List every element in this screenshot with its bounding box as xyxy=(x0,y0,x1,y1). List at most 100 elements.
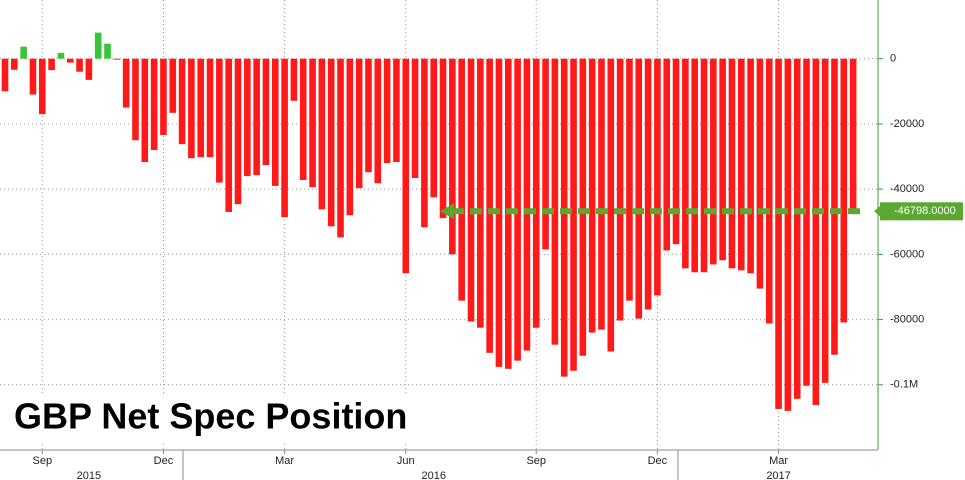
x-tick-label: Sep xyxy=(32,455,52,467)
bar xyxy=(821,58,829,383)
bar xyxy=(327,58,335,227)
bar xyxy=(1,58,9,92)
bar xyxy=(747,58,754,274)
bar xyxy=(262,58,270,166)
bar xyxy=(737,58,745,271)
bar xyxy=(691,58,698,273)
bar xyxy=(477,58,484,328)
bar xyxy=(551,58,559,345)
bar xyxy=(765,58,773,324)
bar xyxy=(150,58,158,151)
bar xyxy=(635,58,643,319)
bar xyxy=(132,58,139,141)
bar xyxy=(831,58,838,355)
year-label: 2016 xyxy=(421,470,445,480)
bar xyxy=(439,58,447,219)
bar xyxy=(775,58,782,409)
bar xyxy=(271,58,279,186)
bar xyxy=(710,58,717,265)
y-tick-label: -80000 xyxy=(890,313,924,325)
bar xyxy=(66,58,74,63)
x-tick-label: Dec xyxy=(648,455,668,467)
bar xyxy=(281,58,288,218)
x-tick-label: Mar xyxy=(275,455,294,467)
bar xyxy=(318,58,326,210)
bar xyxy=(57,52,65,59)
bar xyxy=(523,58,531,351)
bar xyxy=(616,58,624,321)
bar xyxy=(337,58,344,238)
bar xyxy=(588,58,596,333)
bar xyxy=(85,58,93,80)
reference-label-pointer xyxy=(874,205,881,218)
bar xyxy=(728,58,736,269)
bar xyxy=(178,58,186,145)
y-tick-label: 0 xyxy=(890,53,896,65)
bar xyxy=(104,43,111,59)
bar xyxy=(570,58,577,371)
bar xyxy=(654,58,661,296)
bar xyxy=(672,58,680,245)
bar xyxy=(141,58,149,163)
bar xyxy=(607,58,615,352)
bar xyxy=(542,58,549,250)
bar xyxy=(113,58,121,60)
bar xyxy=(160,58,167,136)
bar xyxy=(598,58,605,330)
bar xyxy=(253,58,260,176)
bar xyxy=(663,58,671,251)
y-tick-label: -20000 xyxy=(890,118,924,130)
x-tick-label: Mar xyxy=(769,455,788,467)
bar xyxy=(11,58,18,70)
bar xyxy=(197,58,205,158)
bar xyxy=(812,58,820,406)
chart-title: GBP Net Spec Position xyxy=(14,396,407,437)
x-tick-label: Sep xyxy=(526,455,546,467)
bar xyxy=(234,58,242,205)
year-label: 2015 xyxy=(77,470,101,480)
bar xyxy=(626,58,633,301)
bar xyxy=(244,58,251,177)
bar xyxy=(682,58,689,269)
y-tick-label: -60000 xyxy=(890,248,924,260)
bar xyxy=(169,58,177,113)
bar xyxy=(48,58,55,71)
bar xyxy=(560,58,568,377)
bar xyxy=(411,58,419,179)
bar xyxy=(393,58,400,163)
bar xyxy=(784,58,792,411)
reference-label: -46798.0000 xyxy=(894,205,956,217)
bar xyxy=(421,58,428,228)
bar xyxy=(402,58,410,274)
year-label: 2017 xyxy=(766,470,790,480)
bar xyxy=(793,58,801,399)
bar xyxy=(430,58,438,198)
bar xyxy=(355,58,363,189)
bar xyxy=(216,58,223,183)
bar xyxy=(29,58,37,95)
bar xyxy=(849,58,857,212)
bar xyxy=(206,58,214,158)
bar xyxy=(20,46,27,59)
bar xyxy=(225,58,232,212)
bar xyxy=(644,58,652,310)
bar xyxy=(94,32,102,59)
bar xyxy=(700,58,708,273)
bar xyxy=(76,58,83,72)
bar xyxy=(467,58,475,322)
bar xyxy=(38,58,46,115)
y-tick-label: -0.1M xyxy=(890,379,918,391)
bar xyxy=(449,58,456,255)
bar xyxy=(458,58,465,301)
bar xyxy=(532,58,540,328)
bar xyxy=(756,58,764,289)
bar xyxy=(719,58,726,261)
bar xyxy=(579,58,587,356)
bar xyxy=(188,58,195,159)
bar xyxy=(346,58,354,216)
bar xyxy=(803,58,810,386)
reference-arrow xyxy=(440,203,454,220)
bar xyxy=(309,58,316,188)
bar xyxy=(290,58,298,101)
